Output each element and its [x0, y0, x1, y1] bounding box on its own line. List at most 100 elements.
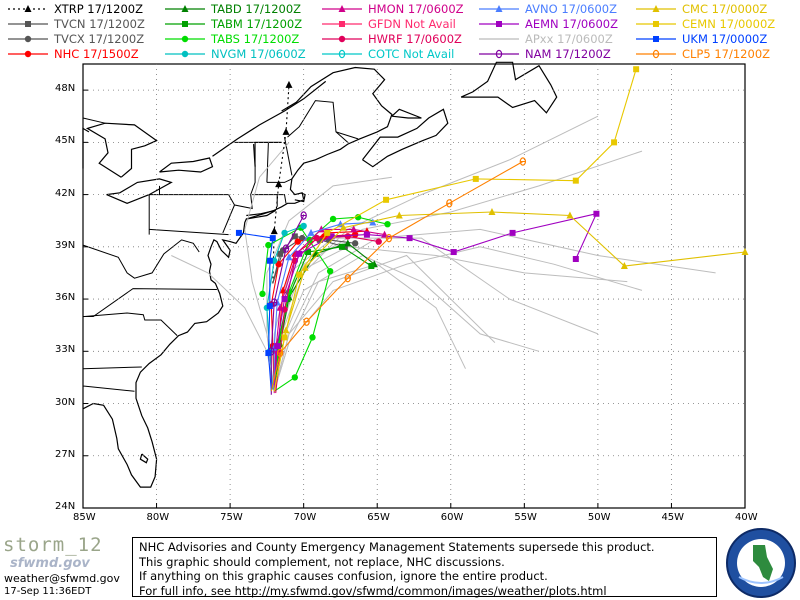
track-point — [363, 231, 370, 238]
legend-time: 17/0600Z — [562, 17, 618, 31]
state-border — [335, 131, 359, 140]
track-aemn — [273, 210, 600, 392]
legend-time: 17/1200Z — [87, 2, 143, 16]
track-point — [265, 241, 272, 249]
legend-label: TVCX 17/1200Z — [54, 32, 144, 46]
lon-tick-label: 40W — [735, 512, 758, 523]
legend-model: CEMN — [682, 17, 716, 31]
track-point — [611, 139, 618, 146]
lon-tick-label: 60W — [440, 512, 464, 523]
legend-model: TVCN — [54, 17, 86, 31]
track-point — [495, 5, 503, 12]
coastline-path — [82, 127, 90, 169]
contact-email[interactable]: weather@sfwmd.gov — [4, 572, 120, 585]
coastline-path — [294, 192, 306, 203]
legend-swatch — [8, 5, 48, 12]
state-border — [82, 366, 142, 370]
track-point — [509, 229, 516, 236]
track-point — [285, 253, 293, 261]
track-point — [296, 271, 303, 278]
legend-label: COTC Not Avail — [368, 47, 454, 61]
track-point — [266, 257, 273, 264]
track-cemn — [273, 66, 640, 392]
track-point — [633, 66, 640, 73]
state-border — [149, 228, 229, 236]
legend-item-tvcx: TVCX 17/1200Z — [4, 32, 159, 46]
legend-model: NAM — [525, 47, 552, 61]
legend-model: NVGM — [211, 47, 247, 61]
track-point — [277, 250, 284, 257]
track-point — [566, 211, 574, 219]
track-point — [281, 296, 288, 303]
legend-item-cmc: CMC 17/0000Z — [632, 2, 787, 16]
track-point — [351, 231, 359, 238]
legend-item-hmon: HMON 17/0600Z — [318, 2, 473, 16]
track-point — [269, 235, 276, 242]
coastline-path — [139, 453, 149, 464]
legend-model: AVNO — [525, 2, 558, 16]
legend-time: 17/0600Z — [407, 2, 464, 16]
legend-time: 17/0600Z — [249, 47, 306, 61]
model-tracks — [235, 66, 749, 395]
legend-item-clp5: CLP5 17/1200Z — [632, 47, 787, 61]
lat-tick-label: 48N — [55, 83, 76, 95]
legend-time: 17/1200Z — [89, 17, 145, 31]
legend-label: NHC 17/1500Z — [54, 47, 139, 61]
state-border — [83, 385, 135, 392]
legend-model: TVCX — [54, 32, 85, 46]
legend-item-tabs: TABS 17/1200Z — [161, 32, 316, 46]
legend-swatch — [479, 5, 519, 12]
legend-label: TABM 17/1200Z — [211, 17, 302, 31]
legend-model: TABD — [211, 2, 242, 16]
state-border — [82, 117, 106, 124]
track-point — [24, 35, 32, 43]
coastline-path — [246, 209, 277, 220]
legend-swatch — [636, 5, 676, 12]
track-point — [572, 256, 579, 263]
lon-tick-label: 65W — [367, 512, 390, 523]
legend-model: AEMN — [525, 17, 559, 31]
track-point — [344, 239, 352, 247]
legend-time: 17/0600Z — [406, 32, 462, 46]
legend-label: CLP5 17/1200Z — [682, 47, 770, 61]
state-border — [82, 239, 200, 279]
track-point — [274, 343, 281, 350]
map-frame — [82, 63, 746, 509]
track-point — [339, 223, 347, 231]
legend-model: HMON — [368, 2, 405, 16]
state-border — [287, 100, 349, 143]
legend-swatch — [322, 35, 362, 43]
track-point — [182, 21, 188, 27]
legend-label: TABD 17/1200Z — [211, 2, 301, 16]
track-point — [572, 177, 579, 184]
legend-label: UKM 17/0000Z — [682, 32, 767, 46]
track-point — [488, 208, 496, 215]
track-point — [354, 214, 362, 221]
legend-swatch — [479, 21, 519, 27]
legend-item-tabd: TABD 17/1200Z — [161, 2, 316, 16]
track-point — [450, 249, 457, 256]
legend-swatch — [636, 49, 676, 59]
legend-label: TABS 17/1200Z — [211, 32, 299, 46]
track-point — [496, 21, 502, 27]
track-point — [294, 238, 301, 245]
track-point — [495, 49, 503, 59]
track-clp5 — [270, 157, 527, 392]
legend-model: COTC — [368, 47, 400, 61]
track-point — [741, 248, 749, 256]
legend-time: 17/1200Z — [243, 32, 300, 46]
track-point — [328, 233, 335, 240]
track-point — [306, 236, 313, 244]
legend-item-nam: NAM 17/1200Z — [475, 47, 630, 61]
track-line — [238, 232, 274, 392]
lon-tick-label: 75W — [220, 512, 243, 523]
track-point — [181, 50, 189, 58]
legend-swatch — [322, 49, 362, 59]
legend-item-ukm: UKM 17/0000Z — [632, 32, 787, 46]
coastline-path — [212, 80, 327, 157]
coastline-path — [82, 66, 393, 488]
track-point — [375, 238, 382, 245]
track-point — [316, 236, 323, 243]
legend-label: XTRP 17/1200Z — [54, 2, 143, 16]
lon-tick-label: 85W — [73, 512, 96, 523]
